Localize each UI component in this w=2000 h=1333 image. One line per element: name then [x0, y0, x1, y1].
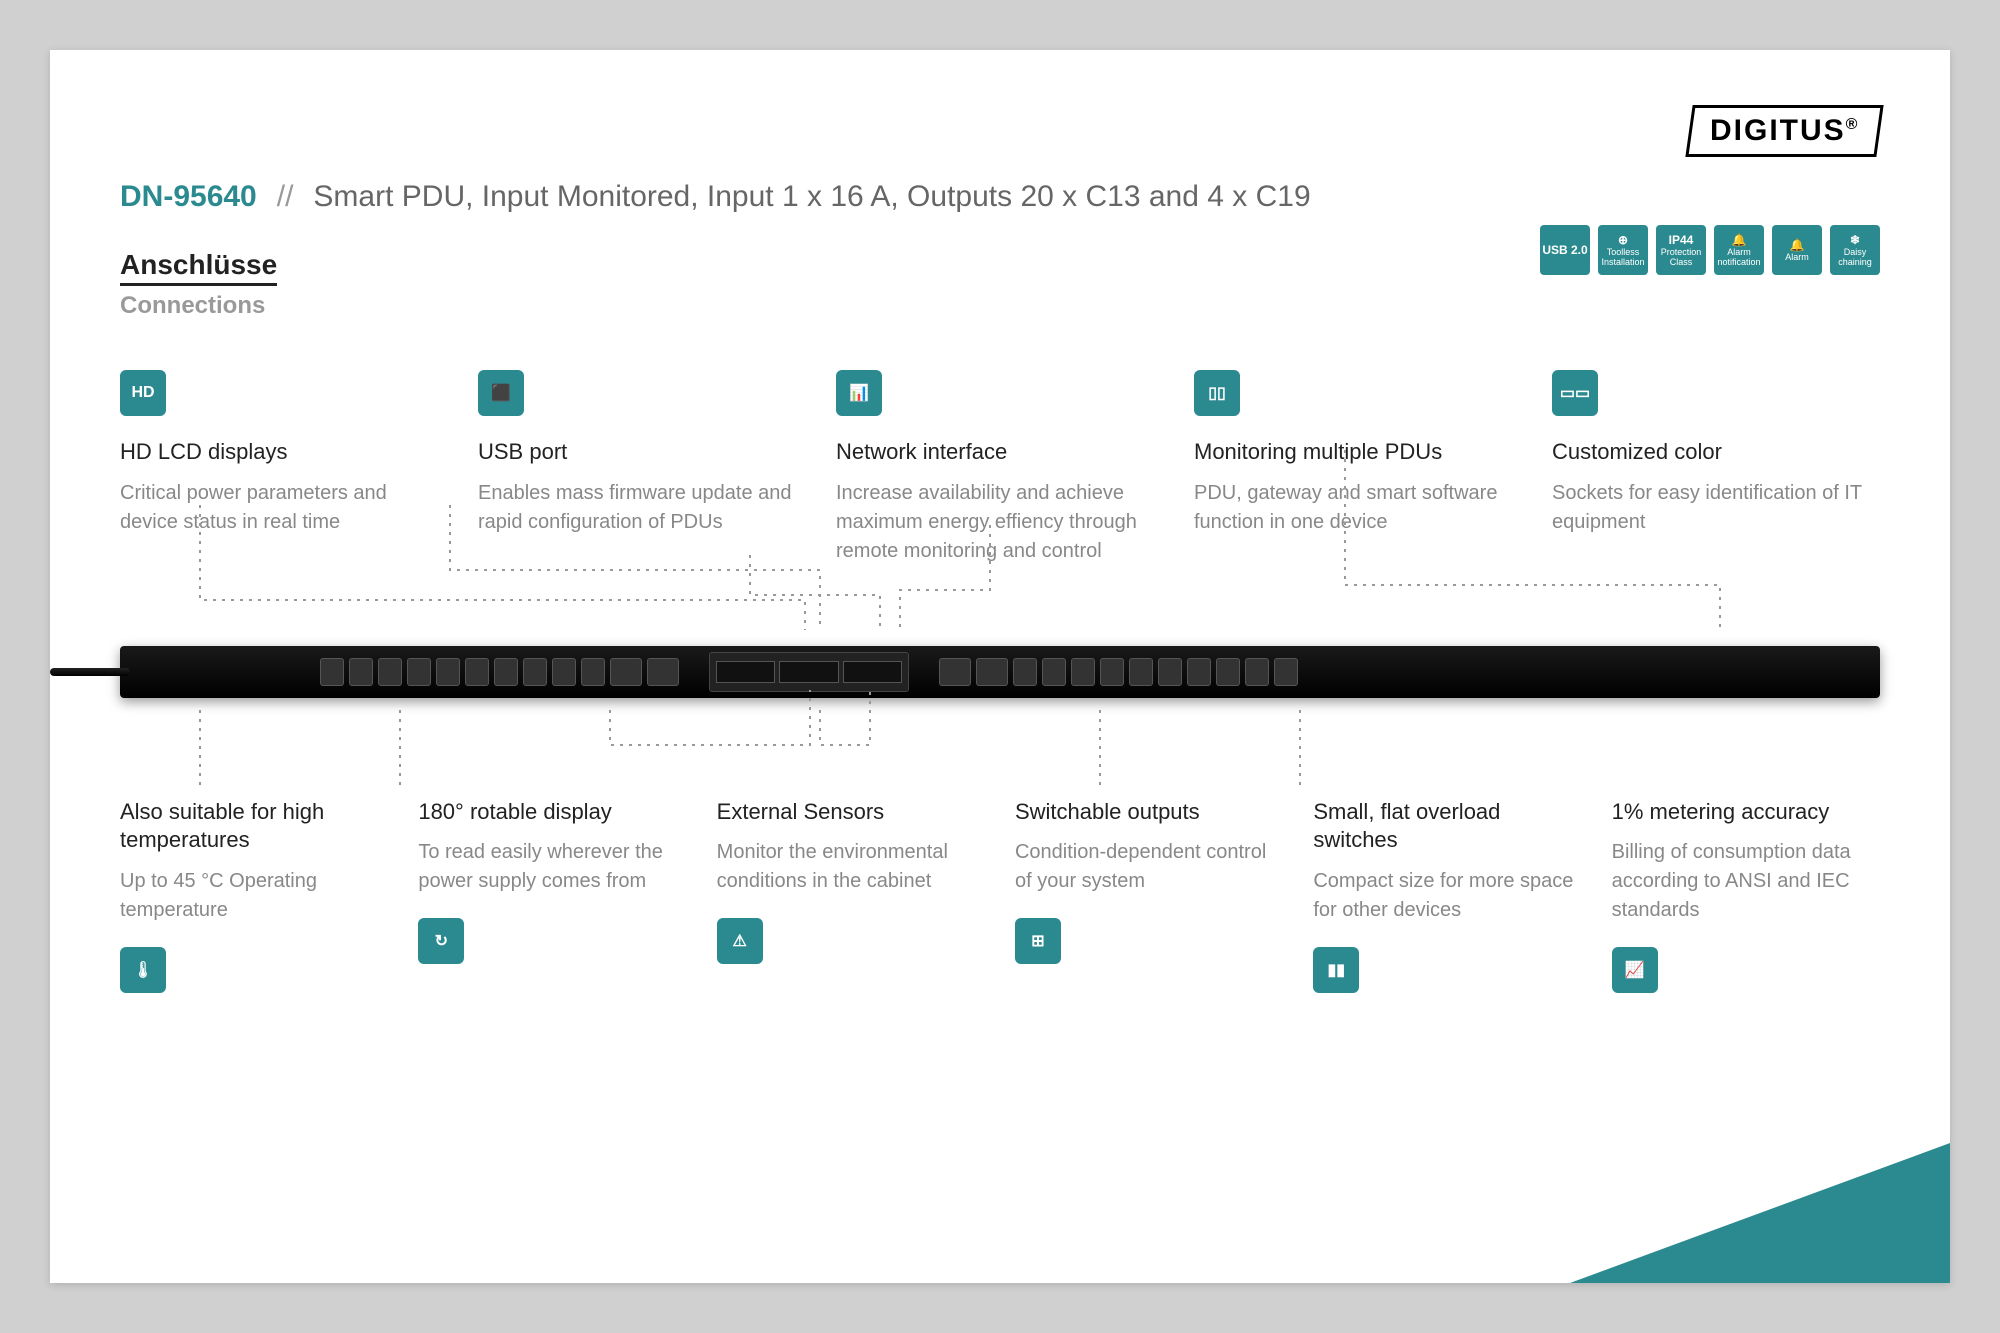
socket-group-left	[320, 658, 679, 686]
product-description: Smart PDU, Input Monitored, Input 1 x 16…	[313, 180, 1310, 214]
product-code: DN-95640	[120, 180, 257, 214]
feature-title: Small, flat overload switches	[1313, 798, 1581, 855]
section-title-de: Anschlüsse	[120, 249, 277, 286]
socket-c19	[610, 658, 642, 686]
feature-rotable: 180° rotable display To read easily wher…	[418, 798, 686, 994]
socket-c19	[976, 658, 1008, 686]
feature-desc: Up to 45 °C Operating temperature	[120, 867, 388, 925]
socket	[1071, 658, 1095, 686]
metering-icon: 📈	[1612, 947, 1658, 993]
feature-usb: ⬛ USB port Enables mass firmware update …	[478, 370, 806, 566]
feature-title: Switchable outputs	[1015, 798, 1283, 827]
feature-title: 180° rotable display	[418, 798, 686, 827]
socket	[494, 658, 518, 686]
socket-c19	[647, 658, 679, 686]
feature-desc: Enables mass firmware update and rapid c…	[478, 479, 806, 537]
feature-desc: Increase availability and achieve maximu…	[836, 479, 1164, 566]
feature-temperature: Also suitable for high temperatures Up t…	[120, 798, 388, 994]
socket	[1013, 658, 1037, 686]
socket	[407, 658, 431, 686]
port-block	[779, 661, 838, 683]
switch-icon: ⊞	[1015, 918, 1061, 964]
page: DIGITUS® DN-95640 // Smart PDU, Input Mo…	[50, 50, 1950, 1283]
section-title-en: Connections	[120, 292, 1880, 320]
feature-overload: Small, flat overload switches Compact si…	[1313, 798, 1581, 994]
lcd-display	[716, 661, 775, 683]
feature-desc: Compact size for more space for other de…	[1313, 867, 1581, 925]
feature-hd-lcd: HD HD LCD displays Critical power parame…	[120, 370, 448, 566]
port-block	[843, 661, 902, 683]
socket	[1216, 658, 1240, 686]
socket	[1274, 658, 1298, 686]
feature-desc: Critical power parameters and device sta…	[120, 479, 448, 537]
power-cable	[50, 668, 130, 676]
hd-icon: HD	[120, 370, 166, 416]
socket	[378, 658, 402, 686]
socket	[581, 658, 605, 686]
feature-title: Network interface	[836, 438, 1164, 467]
feature-title: Monitoring multiple PDUs	[1194, 438, 1522, 467]
feature-desc: Condition-dependent control of your syst…	[1015, 838, 1283, 896]
usb-icon: ⬛	[478, 370, 524, 416]
feature-monitoring: ▯▯ Monitoring multiple PDUs PDU, gateway…	[1194, 370, 1522, 566]
monitoring-icon: ▯▯	[1194, 370, 1240, 416]
top-features-row: HD HD LCD displays Critical power parame…	[120, 370, 1880, 566]
socket	[1245, 658, 1269, 686]
socket	[320, 658, 344, 686]
pdu-device	[120, 646, 1880, 698]
feature-desc: Sockets for easy identification of IT eq…	[1552, 479, 1880, 537]
device-diagram	[120, 646, 1880, 698]
feature-desc: To read easily wherever the power supply…	[418, 838, 686, 896]
socket	[1158, 658, 1182, 686]
bottom-features-row: Also suitable for high temperatures Up t…	[120, 798, 1880, 994]
badge-strip: USB 2.0 ⊕Toolless Installation IP44Prote…	[1540, 225, 1880, 275]
socket	[349, 658, 373, 686]
rotate-icon: ↻	[418, 918, 464, 964]
socket	[1042, 658, 1066, 686]
badge-daisy: ❄Daisy chaining	[1830, 225, 1880, 275]
feature-switchable: Switchable outputs Condition-dependent c…	[1015, 798, 1283, 994]
feature-title: 1% metering accuracy	[1612, 798, 1880, 827]
socket	[523, 658, 547, 686]
badge-toolless: ⊕Toolless Installation	[1598, 225, 1648, 275]
socket	[552, 658, 576, 686]
badge-ip44: IP44Protection Class	[1656, 225, 1706, 275]
socket	[1129, 658, 1153, 686]
corner-accent	[1570, 1143, 1950, 1283]
brand-text: DIGITUS	[1710, 114, 1846, 147]
feature-accuracy: 1% metering accuracy Billing of consumpt…	[1612, 798, 1880, 994]
socket	[436, 658, 460, 686]
product-title-line: DN-95640 // Smart PDU, Input Monitored, …	[120, 180, 1880, 214]
color-icon: ▭▭	[1552, 370, 1598, 416]
feature-sensors: External Sensors Monitor the environment…	[717, 798, 985, 994]
feature-desc: PDU, gateway and smart software function…	[1194, 479, 1522, 537]
feature-title: Also suitable for high temperatures	[120, 798, 388, 855]
socket	[1187, 658, 1211, 686]
control-panel	[709, 652, 909, 692]
brand-logo: DIGITUS®	[1685, 105, 1884, 157]
feature-title: USB port	[478, 438, 806, 467]
badge-alarm-notif: 🔔Alarm notification	[1714, 225, 1764, 275]
socket	[465, 658, 489, 686]
network-icon: 📊	[836, 370, 882, 416]
feature-color: ▭▭ Customized color Sockets for easy ide…	[1552, 370, 1880, 566]
socket-c19	[939, 658, 971, 686]
badge-usb: USB 2.0	[1540, 225, 1590, 275]
socket-group-right	[939, 658, 1298, 686]
feature-network: 📊 Network interface Increase availabilit…	[836, 370, 1164, 566]
title-separator: //	[277, 180, 294, 214]
socket	[1100, 658, 1124, 686]
feature-title: External Sensors	[717, 798, 985, 827]
thermometer-icon: 🌡	[120, 947, 166, 993]
badge-alarm: 🔔Alarm	[1772, 225, 1822, 275]
sensors-icon: ⚠	[717, 918, 763, 964]
overload-icon: ▮▮	[1313, 947, 1359, 993]
feature-desc: Billing of consumption data according to…	[1612, 838, 1880, 925]
feature-title: Customized color	[1552, 438, 1880, 467]
feature-title: HD LCD displays	[120, 438, 448, 467]
feature-desc: Monitor the environmental conditions in …	[717, 838, 985, 896]
